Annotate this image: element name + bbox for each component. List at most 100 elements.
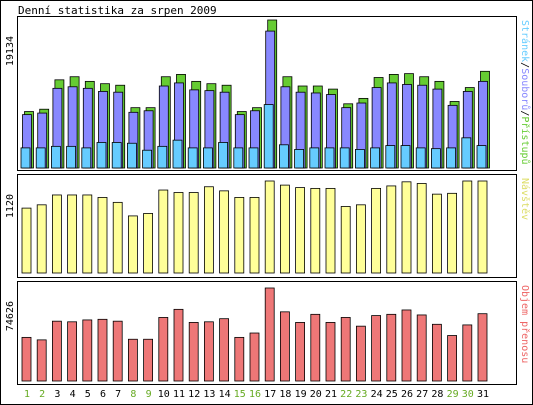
bar-mid-23 [355,204,366,274]
bar-mid-7 [112,201,123,274]
bar-mid-12 [188,192,199,274]
panel-top-ytick-label: 19134 [5,36,16,66]
bar-bot-17 [264,287,275,382]
bar-mid-21 [325,187,336,274]
bar-stranek-18 [278,144,289,169]
panel-top-side-label: Stránek/Souborů/Přístupů [519,20,531,165]
day-label-10: 10 [158,389,170,400]
bar-bot-28 [431,323,442,382]
bar-stranek-21 [324,147,335,169]
bar-bot-13 [203,321,214,382]
day-label-24: 24 [371,389,383,400]
bar-mid-22 [340,206,351,274]
side-label-part: / [519,62,530,68]
bar-stranek-3 [51,145,61,169]
bar-mid-13 [203,186,214,274]
bar-stranek-12 [187,147,198,169]
bar-stranek-31 [476,145,487,169]
bar-bot-27 [416,314,427,382]
day-label-23: 23 [355,389,367,400]
bar-bot-12 [188,322,199,382]
bar-bot-21 [325,322,336,382]
bar-bot-31 [477,313,488,382]
bar-bot-18 [279,311,290,382]
side-label-part: Přístupů [519,116,531,164]
panel-mid-ytick-label: 1120 [5,194,16,218]
bar-bot-14 [219,318,230,382]
panel-bot-side-label: Objem přenosu [519,285,531,363]
bar-stranek-17 [263,104,274,169]
day-label-29: 29 [447,389,459,400]
side-label-part: Stránek [519,20,531,62]
bar-mid-11 [173,192,184,274]
bar-bot-6 [97,318,108,382]
day-label-25: 25 [386,389,398,400]
bar-mid-30 [462,180,473,274]
day-label-19: 19 [295,389,307,400]
bar-stranek-30 [461,137,472,169]
bar-bot-23 [355,325,366,382]
bar-stranek-26 [400,145,411,169]
bar-bot-16 [249,332,260,382]
day-label-12: 12 [188,389,200,400]
day-label-27: 27 [416,389,428,400]
bar-bot-30 [462,324,473,382]
bar-mid-3 [52,194,62,274]
bar-bot-10 [158,317,169,382]
bar-mid-19 [295,187,306,274]
day-label-20: 20 [310,389,322,400]
day-label-31: 31 [477,389,489,400]
bar-mid-15 [234,197,245,274]
day-label-3: 3 [54,389,60,400]
bar-mid-5 [82,194,93,274]
bar-bot-2 [36,339,47,382]
day-label-28: 28 [431,389,443,400]
side-label-part: Návštěv [519,178,531,220]
bar-bot-1 [21,336,32,382]
day-label-13: 13 [203,389,215,400]
bar-bot-20 [310,313,321,382]
bar-bot-8 [127,338,138,382]
day-label-17: 17 [264,389,276,400]
day-label-14: 14 [219,389,231,400]
day-label-4: 4 [70,389,76,400]
day-label-26: 26 [401,389,413,400]
bar-stranek-24 [370,147,381,169]
bar-mid-26 [401,181,412,274]
bar-stranek-9 [142,149,153,169]
bar-mid-25 [386,185,397,274]
bar-mid-4 [67,194,77,274]
day-label-18: 18 [279,389,291,400]
bar-mid-29 [447,192,458,274]
day-label-5: 5 [85,389,91,400]
panel-bot-border [17,281,517,385]
bar-bot-7 [112,320,123,382]
day-label-21: 21 [325,389,337,400]
bar-mid-16 [249,197,260,274]
bar-stranek-4 [66,145,76,169]
bar-mid-10 [158,189,169,274]
bar-mid-8 [127,215,138,274]
bar-bot-3 [52,320,62,382]
bar-bot-29 [447,335,458,382]
bar-stranek-8 [127,142,137,169]
bar-bot-25 [386,313,397,382]
bar-bot-11 [173,308,184,382]
bar-mid-28 [431,193,442,274]
bar-stranek-13 [202,147,213,169]
bar-stranek-25 [385,145,396,169]
bar-stranek-15 [233,147,244,169]
bar-mid-2 [36,204,47,274]
day-label-9: 9 [146,389,152,400]
bar-stranek-6 [96,142,107,169]
side-label-part: Objem přenosu [519,285,531,363]
bar-mid-24 [371,187,382,274]
bar-stranek-28 [430,148,441,169]
bar-mid-31 [477,180,488,274]
bar-stranek-27 [415,147,426,169]
bar-mid-17 [264,180,275,274]
bar-stranek-14 [218,142,229,169]
bar-bot-19 [295,322,306,382]
panel-mid-border [17,174,517,278]
